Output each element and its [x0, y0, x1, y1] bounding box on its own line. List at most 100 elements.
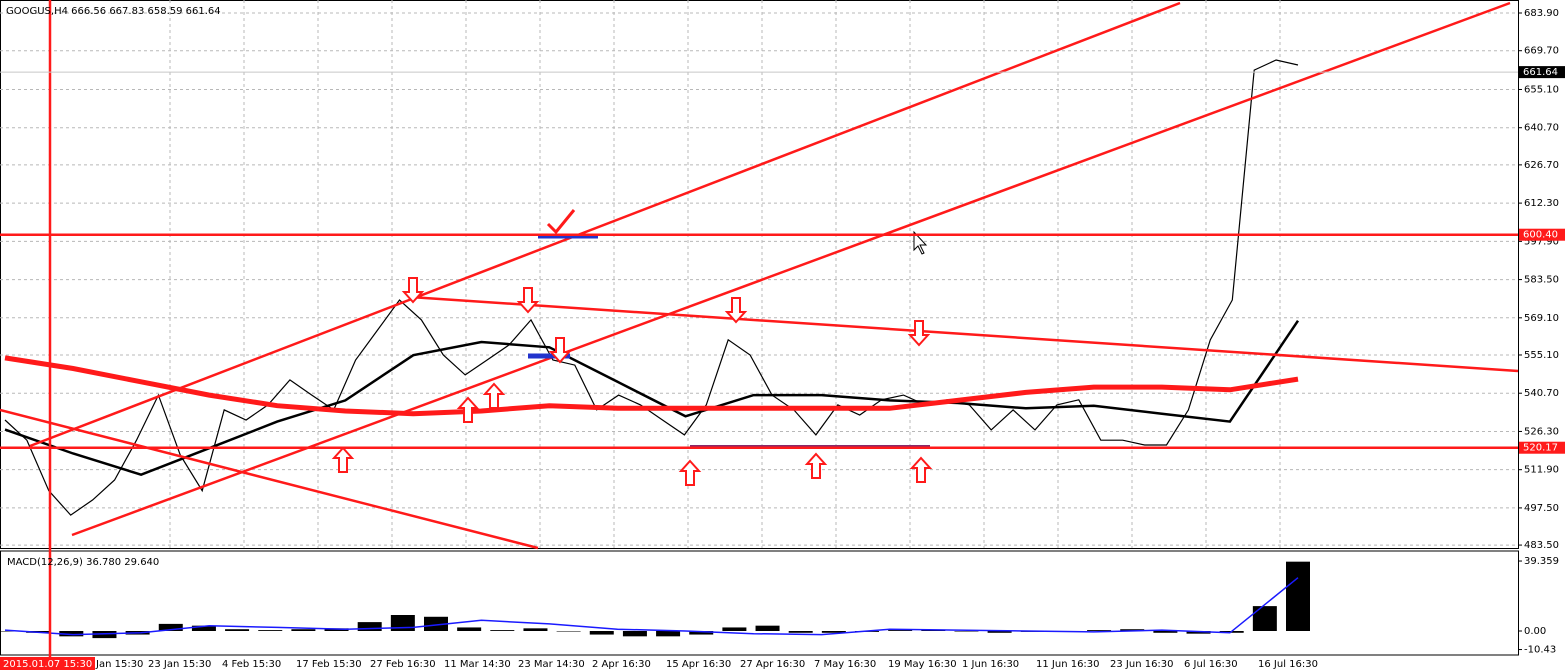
- histogram-bar: [689, 631, 714, 635]
- histogram-bar: [1252, 606, 1277, 631]
- chart-title: GOOGUS,H4 666.56 667.83 658.59 661.64: [6, 6, 221, 17]
- x-tick-label: 23 Mar 14:30: [518, 659, 585, 670]
- histogram-bar: [722, 627, 747, 631]
- histogram-bar: [523, 628, 548, 631]
- histogram-bar: [424, 616, 448, 631]
- histogram-bar: [225, 629, 250, 631]
- histogram-bar: [291, 629, 316, 631]
- x-tick-label: 11 Mar 14:30: [444, 659, 511, 670]
- x-tick-label: 27 Apr 16:30: [740, 659, 805, 670]
- level-label: 600.40: [1523, 230, 1558, 241]
- series-line: [4, 320, 1300, 477]
- x-tick-label: 19 May 16:30: [888, 659, 957, 670]
- drawings: [0, 0, 1519, 670]
- histogram-bar: [59, 631, 84, 637]
- level-box: [1519, 66, 1565, 79]
- plot-frame: [0, 0, 1519, 549]
- plot-frame: [0, 550, 1519, 656]
- y-tick-label: 0.00: [1524, 626, 1546, 637]
- level-box: [1519, 228, 1565, 241]
- check-mark: [546, 209, 576, 235]
- x-tick-label: 15 Apr 16:30: [666, 659, 731, 670]
- channel-line: [29, 1, 1181, 448]
- y-tick-label: -10.43: [1524, 645, 1556, 656]
- x-tick-label: 11 Jun 16:30: [1036, 659, 1100, 670]
- x-tick-label: 16 Jul 16:30: [1258, 659, 1318, 670]
- y-tick-label: 511.90: [1524, 465, 1559, 476]
- time-marker: [0, 657, 95, 670]
- x-tick-label: 23 Jun 16:30: [1110, 659, 1174, 670]
- x-tick-label: 27 Feb 16:30: [370, 659, 436, 670]
- histogram-bar: [357, 622, 382, 631]
- x-tick-label: 7 May 16:30: [814, 659, 876, 670]
- x-tick-label: 4 Feb 15:30: [222, 659, 281, 670]
- histogram-bar: [258, 630, 283, 631]
- trend-line: [409, 295, 1519, 373]
- y-tick-label: 526.30: [1524, 426, 1559, 437]
- histogram-bar: [954, 631, 979, 632]
- grid: [0, 0, 1519, 656]
- x-tick-label: 23 Jan 15:30: [148, 659, 211, 670]
- cursor: [913, 230, 928, 255]
- histogram-bar: [755, 625, 780, 631]
- x-tick-label: 6 Jul 16:30: [1184, 659, 1238, 670]
- histogram-bar: [158, 623, 183, 631]
- histogram-bar: [1087, 630, 1112, 631]
- labels: GOOGUS,H4 666.56 667.83 658.59 661.64 MA…: [0, 6, 1565, 670]
- y-tick-label: 626.70: [1524, 160, 1559, 171]
- arrow: [907, 320, 931, 347]
- histogram-bar: [921, 630, 946, 631]
- y-tick-label: 612.30: [1524, 198, 1559, 209]
- y-tick-label: 597.90: [1524, 236, 1559, 247]
- y-tick-label: 640.70: [1524, 123, 1559, 134]
- y-tick-label: 39.359: [1524, 556, 1559, 567]
- histogram-bar: [821, 631, 846, 633]
- y-tick-label: 540.70: [1524, 388, 1559, 399]
- macd-title: MACD(12,26,9) 36.780 29.640: [7, 557, 159, 568]
- arrow: [401, 277, 425, 304]
- y-tick-label: 497.50: [1524, 503, 1559, 514]
- histogram-bar: [0, 631, 17, 632]
- histogram-bar: [556, 631, 581, 632]
- arrow: [548, 337, 572, 364]
- histogram-bar: [987, 631, 1012, 633]
- histogram-bar: [888, 630, 913, 631]
- histogram-bar: [92, 631, 117, 639]
- arrow: [456, 396, 480, 423]
- arrow: [516, 287, 540, 314]
- histogram-bar: [788, 631, 813, 633]
- histogram-bar: [1286, 561, 1310, 631]
- histogram-bar: [589, 631, 614, 635]
- x-tick-label: 17 Feb 15:30: [296, 659, 362, 670]
- histogram-bar: [1186, 631, 1211, 634]
- arrow: [482, 382, 506, 409]
- series-line: [4, 577, 1299, 636]
- arrow: [724, 297, 748, 324]
- channel-line: [71, 1, 1511, 537]
- y-tick-label: 683.90: [1524, 8, 1559, 19]
- histogram-bar: [656, 631, 681, 637]
- x-tick-label: Jan 15:30: [95, 659, 143, 670]
- y-tick-label: 555.10: [1524, 350, 1559, 361]
- level-box: [1519, 441, 1565, 454]
- histogram-bar: [457, 627, 482, 631]
- histogram-bar: [1120, 629, 1145, 631]
- trend-line: [0, 408, 539, 550]
- y-tick-label: 583.50: [1524, 275, 1559, 286]
- histogram-bar: [622, 631, 647, 637]
- arrow: [804, 452, 828, 479]
- histogram-bar: [490, 630, 515, 631]
- y-tick-label: 655.10: [1524, 84, 1559, 95]
- arrow: [678, 459, 702, 486]
- arrow: [331, 446, 355, 473]
- marks: [0, 59, 1310, 639]
- y-tick-label: 483.50: [1524, 540, 1559, 551]
- series-line: [4, 355, 1299, 417]
- histogram-bar: [191, 625, 216, 631]
- arrow: [909, 456, 933, 483]
- x-tick-label: 2015.01.07 15:30: [3, 659, 92, 670]
- y-tick-label: 569.10: [1524, 313, 1559, 324]
- histogram-bar: [1153, 631, 1178, 633]
- level-label: 520.17: [1523, 443, 1558, 454]
